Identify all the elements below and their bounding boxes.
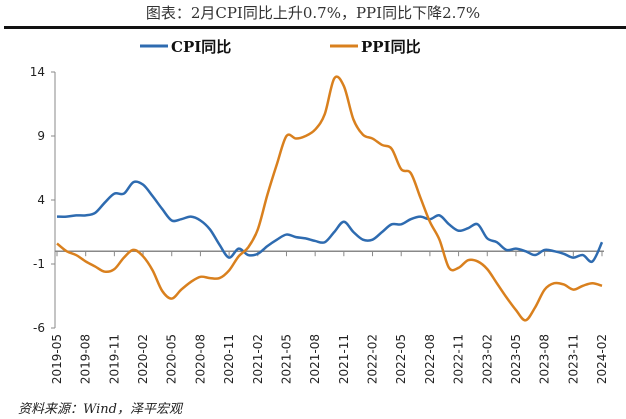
legend-label-ppi: PPI同比 bbox=[361, 38, 421, 56]
x-tick-label: 2019-11 bbox=[107, 334, 121, 384]
chart-title: 图表：2月CPI同比上升0.7%，PPI同比下降2.7% bbox=[145, 4, 481, 22]
x-tick-label: 2019-08 bbox=[79, 334, 93, 384]
x-tick-label: 2023-08 bbox=[538, 334, 552, 384]
x-tick-label: 2020-02 bbox=[136, 334, 150, 384]
x-tick-label: 2024-02 bbox=[595, 334, 609, 384]
x-tick-label: 2023-02 bbox=[480, 334, 494, 384]
legend-label-cpi: CPI同比 bbox=[171, 38, 231, 56]
x-tick-label: 2021-02 bbox=[251, 334, 265, 384]
series-line-cpi bbox=[56, 180, 604, 264]
x-tick-label: 2023-05 bbox=[509, 334, 523, 384]
x-tick-label: 2021-05 bbox=[279, 334, 293, 384]
x-tick-label: 2021-08 bbox=[308, 334, 322, 384]
x-tick-label: 2019-05 bbox=[50, 334, 64, 384]
y-tick-label: 4 bbox=[37, 193, 45, 207]
x-tick-label: 2020-08 bbox=[193, 334, 207, 384]
x-tick-label: 2020-11 bbox=[222, 334, 236, 384]
x-tick-label: 2020-05 bbox=[165, 334, 179, 384]
series-line-ppi bbox=[56, 75, 603, 322]
source-note: 资料来源：Wind，泽平宏观 bbox=[18, 402, 182, 417]
x-tick-label: 2023-11 bbox=[566, 334, 580, 384]
x-tick-label: 2022-08 bbox=[423, 334, 437, 384]
y-tick-label: -6 bbox=[33, 321, 45, 335]
legend: CPI同比 PPI同比 bbox=[140, 38, 421, 56]
x-tick-label: 2022-11 bbox=[452, 334, 466, 384]
title-divider bbox=[4, 26, 626, 29]
y-tick-label: 14 bbox=[30, 65, 45, 79]
x-tick-label: 2022-02 bbox=[366, 334, 380, 384]
x-tick-label: 2021-11 bbox=[337, 334, 351, 384]
y-tick-label: -1 bbox=[33, 257, 45, 271]
x-tick-label: 2022-05 bbox=[394, 334, 408, 384]
y-tick-label: 9 bbox=[37, 129, 45, 143]
